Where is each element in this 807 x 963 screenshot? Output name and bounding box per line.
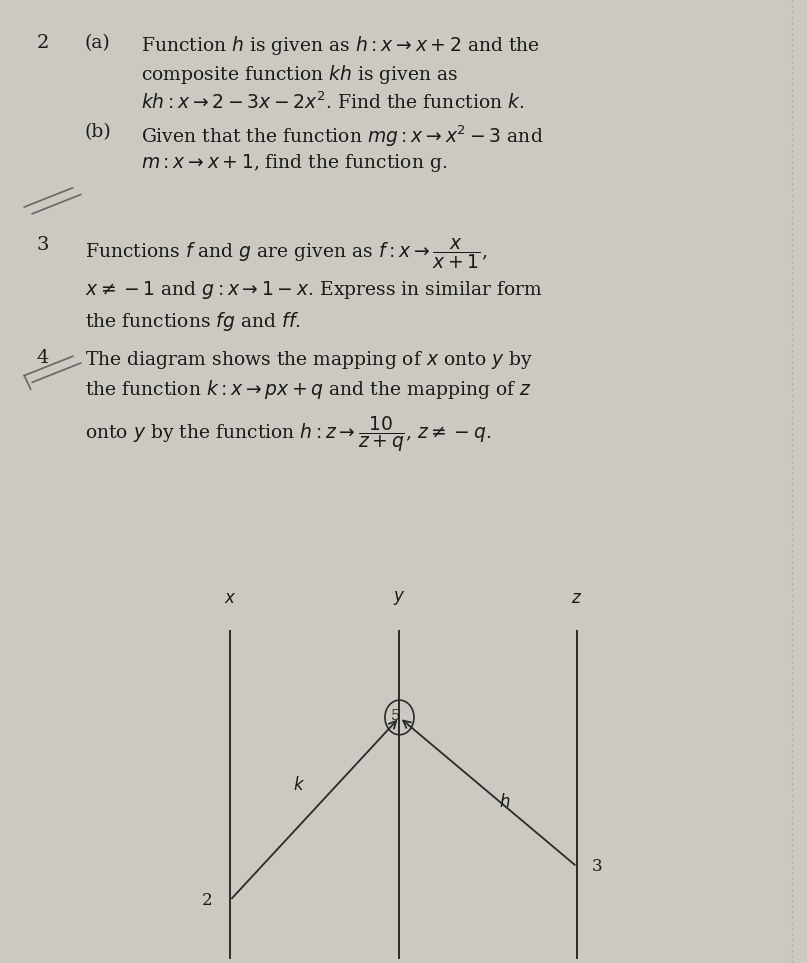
Text: 3: 3 [592,858,602,875]
Text: (b): (b) [85,123,111,142]
Text: 3: 3 [36,236,48,254]
Text: $x$: $x$ [224,589,236,607]
Text: 2: 2 [202,892,212,909]
Text: 4: 4 [36,349,48,367]
Text: the function $k: x \rightarrow px + q$ and the mapping of $z$: the function $k: x \rightarrow px + q$ a… [85,378,532,402]
Text: 2: 2 [36,34,48,52]
Text: The diagram shows the mapping of $x$ onto $y$ by: The diagram shows the mapping of $x$ ont… [85,349,533,371]
Text: 5: 5 [391,709,400,722]
Text: $h$: $h$ [499,793,510,811]
Text: onto $y$ by the function $h: z \rightarrow \dfrac{10}{z+q}$, $z \neq -q$.: onto $y$ by the function $h: z \rightarr… [85,414,491,454]
Text: composite function $kh$ is given as: composite function $kh$ is given as [141,63,458,86]
Text: the functions $fg$ and $ff$.: the functions $fg$ and $ff$. [85,310,300,333]
Text: Given that the function $mg: x \rightarrow x^2 - 3$ and: Given that the function $mg: x \rightarr… [141,123,544,148]
Text: $y$: $y$ [393,588,406,607]
Text: Functions $f$ and $g$ are given as $f: x \rightarrow \dfrac{x}{x+1}$,: Functions $f$ and $g$ are given as $f: x… [85,236,487,271]
Text: Function $h$ is given as $h: x \rightarrow x + 2$ and the: Function $h$ is given as $h: x \rightarr… [141,34,540,57]
Text: $x \neq -1$ and $g: x \rightarrow 1 - x$. Express in similar form: $x \neq -1$ and $g: x \rightarrow 1 - x$… [85,279,542,301]
Text: $kh: x \rightarrow 2 - 3x - 2x^2$. Find the function $k$.: $kh: x \rightarrow 2 - 3x - 2x^2$. Find … [141,91,525,113]
Text: $m: x \rightarrow x + 1$, find the function g.: $m: x \rightarrow x + 1$, find the funct… [141,152,447,174]
Text: $z$: $z$ [571,589,583,607]
Text: $k$: $k$ [292,776,305,794]
Text: (a): (a) [85,34,111,52]
